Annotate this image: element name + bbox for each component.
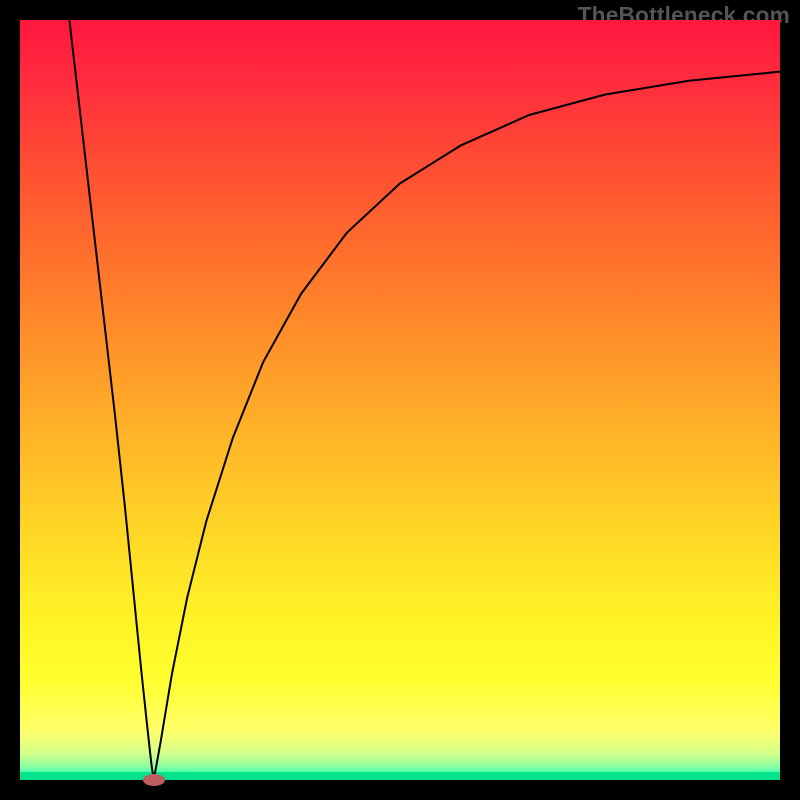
chart-root: TheBottleneck.com — [0, 0, 800, 800]
curve-left-branch — [69, 20, 153, 780]
minimum-marker — [143, 774, 165, 786]
curve-right-branch — [154, 72, 780, 780]
plot-area — [20, 20, 780, 780]
curve-layer — [20, 20, 780, 780]
